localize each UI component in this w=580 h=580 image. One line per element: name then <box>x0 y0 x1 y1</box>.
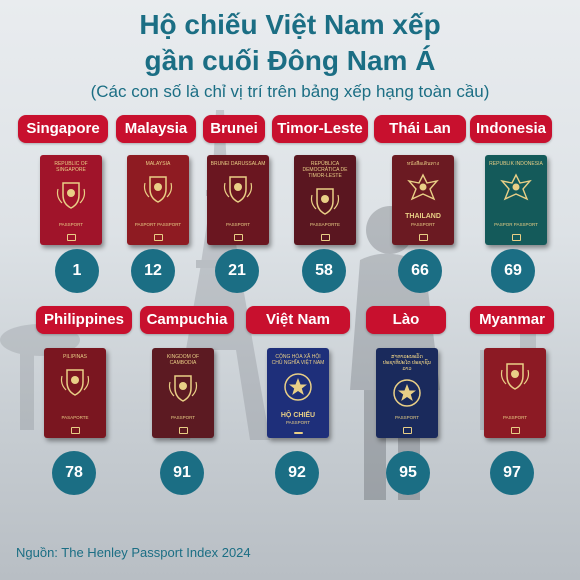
biometric-chip-icon <box>511 234 521 241</box>
coat-of-arms-icon <box>498 354 532 397</box>
country-label: Lào <box>366 306 446 334</box>
passport-cover: PASSPORT <box>484 348 546 438</box>
coat-of-arms-icon <box>58 360 92 403</box>
coat-of-arms-icon <box>308 179 342 222</box>
rank-badge: 91 <box>160 451 204 495</box>
country-label: Malaysia <box>116 115 196 143</box>
rank-badge: 21 <box>215 249 259 293</box>
passport-cover-top-text: BRUNEI DARUSSALAM <box>210 161 266 167</box>
country-label: Philippines <box>36 306 132 334</box>
passport-cover-top-text: REPUBLIC OF SINGAPORE <box>54 161 88 173</box>
page-title-line-2: gần cuối Đông Nam Á <box>144 45 436 76</box>
biometric-chip-icon <box>178 427 188 434</box>
subtitle: (Các con số là chỉ vị trí trên bảng xếp … <box>90 82 490 101</box>
passport-cover-top-text: หนังสือเดินทาง <box>406 161 440 167</box>
biometric-chip-icon <box>418 234 428 241</box>
passport-cover: CỘNG HÒA XÃ HỘI CHỦ NGHĨA VIỆT NAM HỘ CHI… <box>267 348 329 438</box>
rank-badge: 92 <box>275 451 319 495</box>
country-label: Indonesia <box>470 115 552 143</box>
passport-cover-top-text: REPUBLIK INDONESIA <box>489 161 543 167</box>
passport-cover-top-text: CỘNG HÒA XÃ HỘI CHỦ NGHĨA VIỆT NAM <box>271 354 325 366</box>
passport-cover: หนังสือเดินทาง THAILAND PASSPORT <box>392 155 454 245</box>
passport-cover-top-text: MALAYSIA <box>145 161 171 167</box>
passport-cover-bottom-text: PASAPORTE <box>61 415 89 420</box>
passport-cover-bottom-text: PASSPORT <box>502 415 528 420</box>
country-label: Việt Nam <box>246 306 350 334</box>
rank-badge: 78 <box>52 451 96 495</box>
passport-cover-top-text: ສາທາລະນະລັດ ປະຊາທິປະໄຕ ປະຊາຊົນລາວ <box>382 354 432 372</box>
rank-badge: 97 <box>490 451 534 495</box>
passport-cover: REPÚBLICA DEMOCRÁTICA DE TIMOR-LESTE PASS… <box>294 155 356 245</box>
country-label: Timor-Leste <box>272 115 368 143</box>
coat-of-arms-icon <box>166 366 200 409</box>
coat-of-arms-icon <box>54 173 88 216</box>
biometric-chip-icon <box>320 234 330 241</box>
garuda-icon <box>499 167 533 210</box>
passport-cover-top-text: KINGDOM OF CAMBODIA <box>166 354 200 366</box>
page-title-line-1: Hộ chiếu Việt Nam xếp <box>139 9 441 40</box>
country-label: Campuchia <box>140 306 234 334</box>
passport-cover-mid-text: HỘ CHIẾU <box>280 412 316 419</box>
country-label: Singapore <box>18 115 108 143</box>
biometric-chip-icon <box>402 427 412 434</box>
passport-cover: ສາທາລະນະລັດ ປະຊາທິປະໄຕ ປະຊາຊົນລາວ PASSPOR… <box>376 348 438 438</box>
biometric-chip-icon <box>70 427 80 434</box>
passport-cover: REPUBLIC OF SINGAPORE PASSPORT <box>40 155 102 245</box>
country-label: Thái Lan <box>374 115 466 143</box>
passport-cover-bottom-text: PASPORT PASSPORT <box>134 222 182 227</box>
coat-of-arms-icon <box>221 167 255 210</box>
country-label: Brunei <box>203 115 265 143</box>
rank-badge: 1 <box>55 249 99 293</box>
passport-cover-bottom-text: PASSPORT <box>58 222 84 227</box>
passport-cover: MALAYSIA PASPORT PASSPORT <box>127 155 189 245</box>
rank-badge: 95 <box>386 451 430 495</box>
rank-badge: 69 <box>491 249 535 293</box>
garuda-icon <box>406 167 440 210</box>
biometric-chip-icon <box>233 234 243 241</box>
source-note: Nguồn: The Henley Passport Index 2024 <box>16 545 251 560</box>
passport-cover-top-text: PILIPINAS <box>63 354 87 360</box>
passport-cover-bottom-text: PASSPORT <box>285 420 311 425</box>
biometric-chip-icon <box>153 234 163 241</box>
passport-cover: REPUBLIK INDONESIA PASPOR PASSPORT <box>485 155 547 245</box>
passport-cover-bottom-text: PASSPORT <box>225 222 251 227</box>
country-label: Myanmar <box>470 306 554 334</box>
biometric-chip-icon <box>66 234 76 241</box>
rank-badge: 66 <box>398 249 442 293</box>
passport-cover-bottom-text: PASSPORT <box>394 415 420 420</box>
biometric-chip-icon <box>510 427 520 434</box>
passport-cover-mid-text: THAILAND <box>405 213 441 220</box>
national-emblem-icon <box>281 366 315 409</box>
passport-cover: PILIPINAS PASAPORTE <box>44 348 106 438</box>
national-emblem-icon <box>390 372 424 415</box>
coat-of-arms-icon <box>141 167 175 210</box>
passport-cover: BRUNEI DARUSSALAM PASSPORT <box>207 155 269 245</box>
passport-cover-bottom-text: PASSPORT <box>410 222 436 227</box>
passport-cover-top-text: REPÚBLICA DEMOCRÁTICA DE TIMOR-LESTE <box>302 161 348 179</box>
rank-badge: 58 <box>302 249 346 293</box>
passport-cover-bottom-text: PASPOR PASSPORT <box>494 222 538 227</box>
passport-cover-bottom-text: PASSAPORTE <box>309 222 341 227</box>
biometric-chip-icon <box>293 432 303 434</box>
passport-cover: KINGDOM OF CAMBODIA PASSPORT <box>152 348 214 438</box>
rank-badge: 12 <box>131 249 175 293</box>
passport-cover-bottom-text: PASSPORT <box>170 415 196 420</box>
